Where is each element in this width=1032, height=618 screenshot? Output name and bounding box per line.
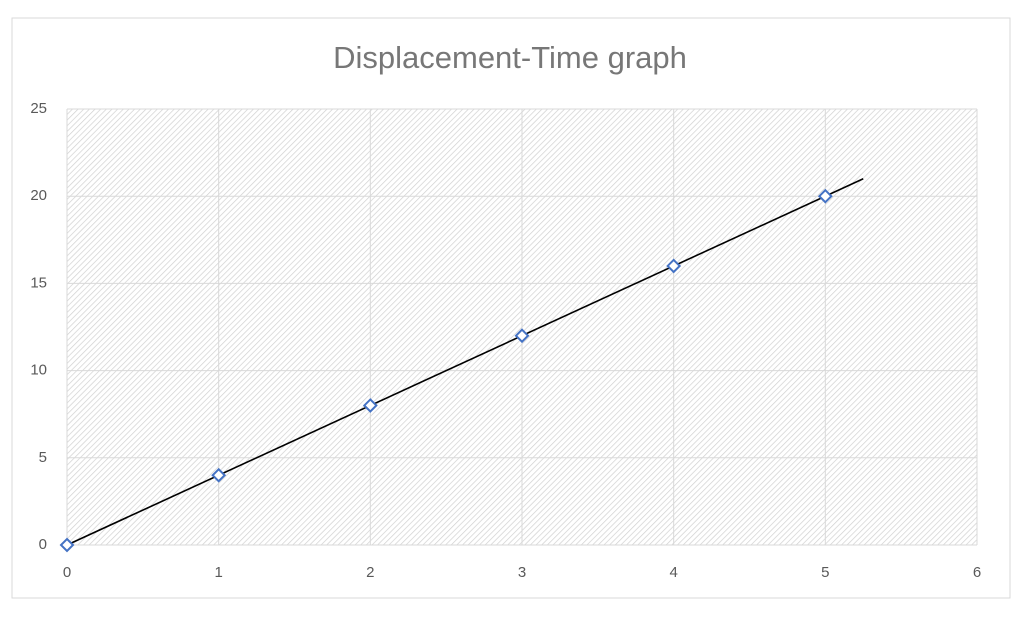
data-point [817, 188, 833, 204]
data-point [514, 328, 530, 344]
x-tick-label: 2 [366, 564, 374, 581]
y-tick-label: 15 [30, 274, 47, 291]
data-point [362, 398, 378, 413]
data-point [666, 258, 682, 274]
x-tick-label: 0 [63, 564, 71, 581]
trendline [66, 178, 864, 546]
y-tick-label: 5 [39, 449, 47, 466]
y-tick-label: 10 [30, 362, 47, 379]
data-point [59, 537, 75, 553]
chart-title: Displacement-Time graph [333, 40, 687, 75]
x-tick-label: 6 [973, 564, 981, 581]
plot-layer: 0 5 10 15 20 25 0 1 2 3 4 5 6 [30, 100, 981, 581]
y-tick-label: 0 [39, 536, 47, 553]
x-tick-label: 5 [821, 564, 829, 581]
x-tick-label: 1 [214, 564, 222, 581]
y-tick-label: 25 [30, 100, 47, 117]
x-tick-label: 4 [669, 564, 677, 581]
y-tick-label: 20 [30, 187, 47, 204]
data-point [211, 467, 227, 483]
x-tick-label: 3 [518, 564, 526, 581]
